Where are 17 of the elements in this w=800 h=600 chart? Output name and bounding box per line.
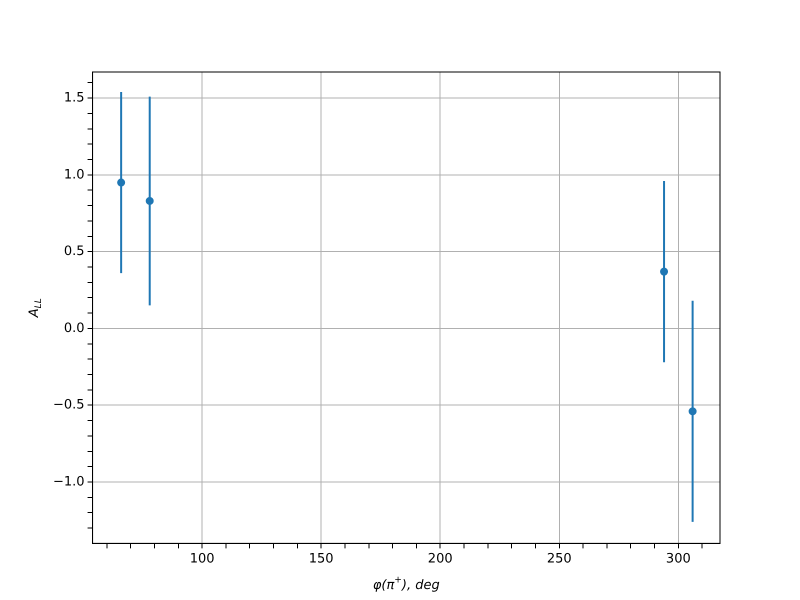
- y-tick-label: −0.5: [52, 398, 85, 413]
- y-tick-label: 0.5: [64, 244, 85, 260]
- point: [146, 196, 154, 205]
- y-tick-label: −1.0: [52, 474, 85, 490]
- y-tick-label: 0.0: [64, 320, 85, 336]
- x-tick-label: 300: [666, 552, 691, 567]
- y-tick-label: 1.0: [64, 167, 85, 182]
- point: [688, 407, 697, 416]
- x-tick-label: 150: [308, 552, 334, 567]
- point: [117, 178, 126, 187]
- y-tick-label: 1.5: [64, 90, 85, 106]
- x-axis-title: φ(π+), deg: [372, 576, 440, 593]
- x-tick-label: 100: [190, 552, 215, 567]
- x-tick-label: 200: [428, 552, 453, 567]
- y-axis-title: ALL: [26, 298, 44, 318]
- point: [660, 268, 668, 276]
- x-tick-label: 250: [546, 552, 572, 567]
